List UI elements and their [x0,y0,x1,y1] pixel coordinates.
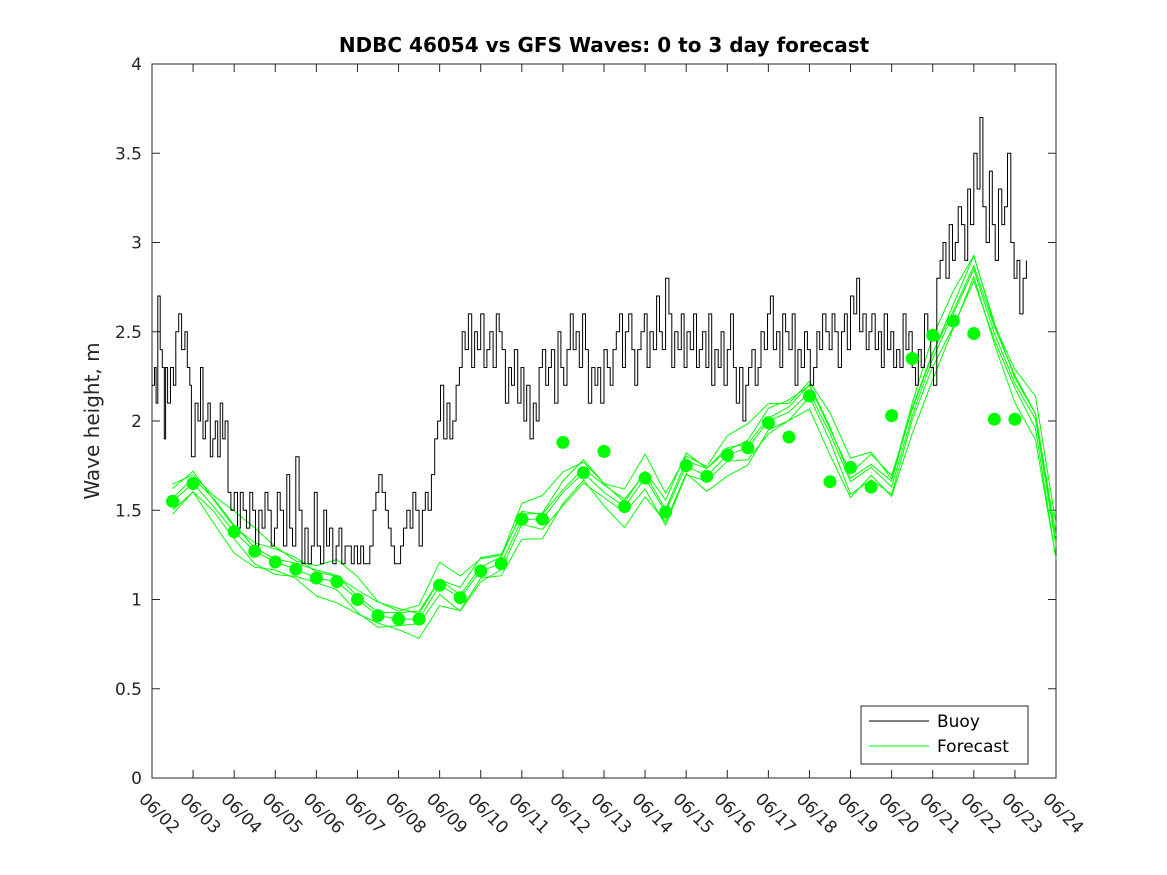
forecast-marker [741,441,755,455]
forecast-marker [227,525,241,539]
legend: Buoy Forecast [860,705,1029,765]
forecast-marker [659,505,673,519]
forecast-marker [1008,412,1022,426]
forecast-marker [926,328,940,342]
chart-title: NDBC 46054 vs GFS Waves: 0 to 3 day fore… [339,33,870,57]
forecast-marker [556,435,570,449]
forecast-line [172,264,1057,614]
forecast-marker [309,571,323,585]
legend-forecast-label: Forecast [937,737,1009,757]
forecast-marker [576,466,590,480]
forecast-marker [453,591,467,605]
forecast-marker [987,412,1001,426]
forecast-marker [392,612,406,626]
y-tick-label: 4 [131,55,142,75]
forecast-marker [371,609,385,623]
forecast-marker [905,352,919,366]
forecast-marker [823,475,837,489]
forecast-marker [248,544,262,558]
forecast-marker [515,512,529,526]
legend-buoy-label: Buoy [937,712,980,732]
forecast-marker [679,459,693,473]
forecast-marker [597,444,611,458]
forecast-marker [412,612,426,626]
forecast-marker [289,562,303,576]
forecast-marker [330,575,344,589]
forecast-line [172,279,1057,628]
forecast-line [172,275,1057,639]
forecast-marker [474,564,488,578]
forecast-marker [535,512,549,526]
y-tick-label: 0.5 [115,680,142,700]
y-tick-label: 0 [131,769,142,789]
y-tick-label: 2.5 [115,323,142,343]
forecast-marker [350,593,364,606]
forecast-marker [720,448,734,462]
y-tick-label: 1.5 [115,501,142,521]
forecast-marker [864,480,878,494]
forecast-marker [618,500,632,514]
forecast-marker [967,327,981,341]
buoy-line [152,117,1027,565]
forecast-line [172,254,1057,612]
forecast-marker [268,555,282,569]
forecast-marker [844,460,858,474]
y-tick-label: 3.5 [115,144,142,164]
forecast-marker [166,494,180,508]
forecast-marker [700,469,714,483]
y-axis-label: Wave height, m [80,342,104,499]
forecast-marker [494,557,508,571]
forecast-marker [638,471,652,485]
forecast-marker [885,409,899,423]
y-tick-label: 2 [131,412,142,432]
y-tick-label: 1 [131,591,142,611]
forecast-marker [782,430,796,444]
forecast-marker [802,389,816,403]
forecast-marker [946,314,960,328]
forecast-marker [433,578,447,592]
forecast-marker [761,416,775,430]
forecast-marker [186,476,200,490]
y-tick-label: 3 [131,234,142,254]
